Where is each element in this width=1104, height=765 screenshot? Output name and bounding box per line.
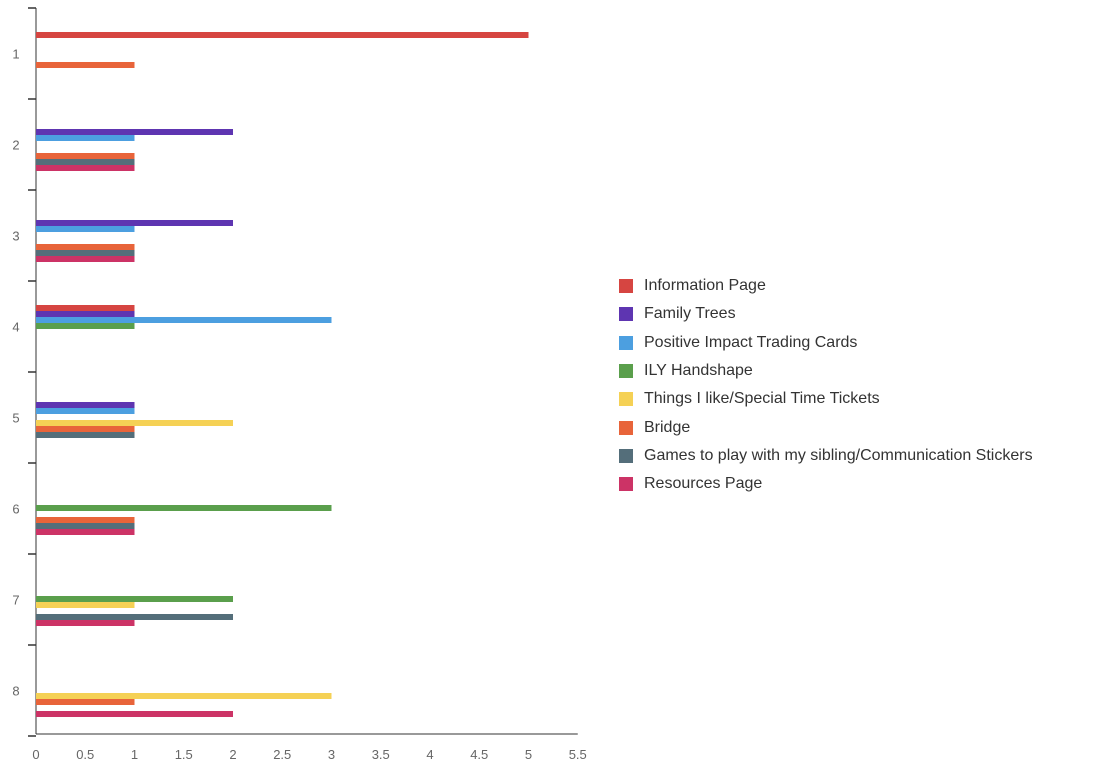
bar (36, 614, 233, 620)
y-tick-label: 8 (12, 684, 19, 699)
bar (36, 711, 233, 717)
x-tick-label: 3.5 (372, 747, 390, 762)
x-axis: 0 0.5 1 1.5 2 2.5 3 3.5 4 4.5 5 5.5 (32, 733, 587, 762)
bar (36, 517, 135, 523)
bar (36, 408, 135, 414)
x-tick-label: 2.5 (273, 747, 291, 762)
x-tick-label: 4.5 (470, 747, 488, 762)
legend-label: Positive Impact Trading Cards (644, 333, 858, 351)
bar (36, 159, 135, 165)
bar (36, 402, 135, 408)
legend-label: Resources Page (644, 475, 763, 493)
bar (36, 305, 135, 311)
legend-swatch (619, 279, 633, 294)
bar (36, 165, 135, 171)
bar (36, 596, 233, 602)
bar (36, 62, 135, 68)
bar (36, 244, 135, 250)
legend-item[interactable]: ILY Handshape (619, 357, 1033, 385)
x-tick-label: 3 (328, 747, 335, 762)
legend-swatch (619, 364, 633, 379)
x-tick-label: 0.5 (76, 747, 94, 762)
x-tick-label: 1 (131, 747, 138, 762)
y-tick-label: 1 (12, 47, 19, 62)
legend-swatch (619, 392, 633, 407)
legend-swatch (619, 420, 633, 435)
bar (36, 256, 135, 262)
bar (36, 250, 135, 256)
legend-item[interactable]: Information Page (619, 272, 1033, 300)
legend-swatch (619, 307, 633, 322)
bar (36, 220, 233, 226)
bar (36, 699, 135, 705)
legend-item[interactable]: Family Trees (619, 300, 1033, 328)
legend-item[interactable]: Resources Page (619, 470, 1033, 498)
legend: Information Page Family Trees Positive Imp… (619, 272, 1033, 498)
bar (36, 523, 135, 529)
y-tick-label: 6 (12, 502, 19, 517)
legend-item[interactable]: Games to play with my sibling/Communicat… (619, 442, 1033, 470)
legend-item[interactable]: Bridge (619, 413, 1033, 441)
legend-label: ILY Handshape (644, 362, 753, 380)
legend-label: Bridge (644, 418, 691, 436)
bar (36, 505, 332, 511)
bar (36, 529, 135, 535)
y-tick-label: 3 (12, 229, 19, 244)
x-tick-label: 0 (32, 747, 39, 762)
x-tick-label: 2 (229, 747, 236, 762)
y-tick-label: 2 (12, 138, 19, 153)
bar (36, 426, 135, 432)
bars (36, 32, 529, 717)
bar (36, 135, 135, 141)
bar (36, 153, 135, 159)
x-tick-label: 1.5 (175, 747, 193, 762)
legend-swatch (619, 477, 633, 492)
bar (36, 311, 135, 317)
legend-label: Family Trees (644, 305, 736, 323)
legend-label: Things I like/Special Time Tickets (644, 390, 880, 408)
legend-swatch (619, 335, 633, 350)
y-axis: 1 2 3 4 5 6 7 8 (12, 7, 37, 737)
y-tick-label: 4 (12, 320, 19, 335)
bar (36, 32, 529, 38)
bar (36, 226, 135, 232)
bar (36, 602, 135, 608)
y-tick-label: 7 (12, 593, 19, 608)
bar (36, 317, 332, 323)
y-tick-label: 5 (12, 411, 19, 426)
x-tick-label: 4 (426, 747, 433, 762)
x-tick-label: 5.5 (569, 747, 587, 762)
legend-item[interactable]: Positive Impact Trading Cards (619, 329, 1033, 357)
bar (36, 432, 135, 438)
bar (36, 323, 135, 329)
bar (36, 420, 233, 426)
bar (36, 129, 233, 135)
legend-label: Information Page (644, 277, 766, 295)
legend-item[interactable]: Things I like/Special Time Tickets (619, 385, 1033, 413)
legend-label: Games to play with my sibling/Communicat… (644, 446, 1033, 464)
x-tick-label: 5 (525, 747, 532, 762)
legend-swatch (619, 448, 633, 463)
bar (36, 693, 332, 699)
bar (36, 620, 135, 626)
